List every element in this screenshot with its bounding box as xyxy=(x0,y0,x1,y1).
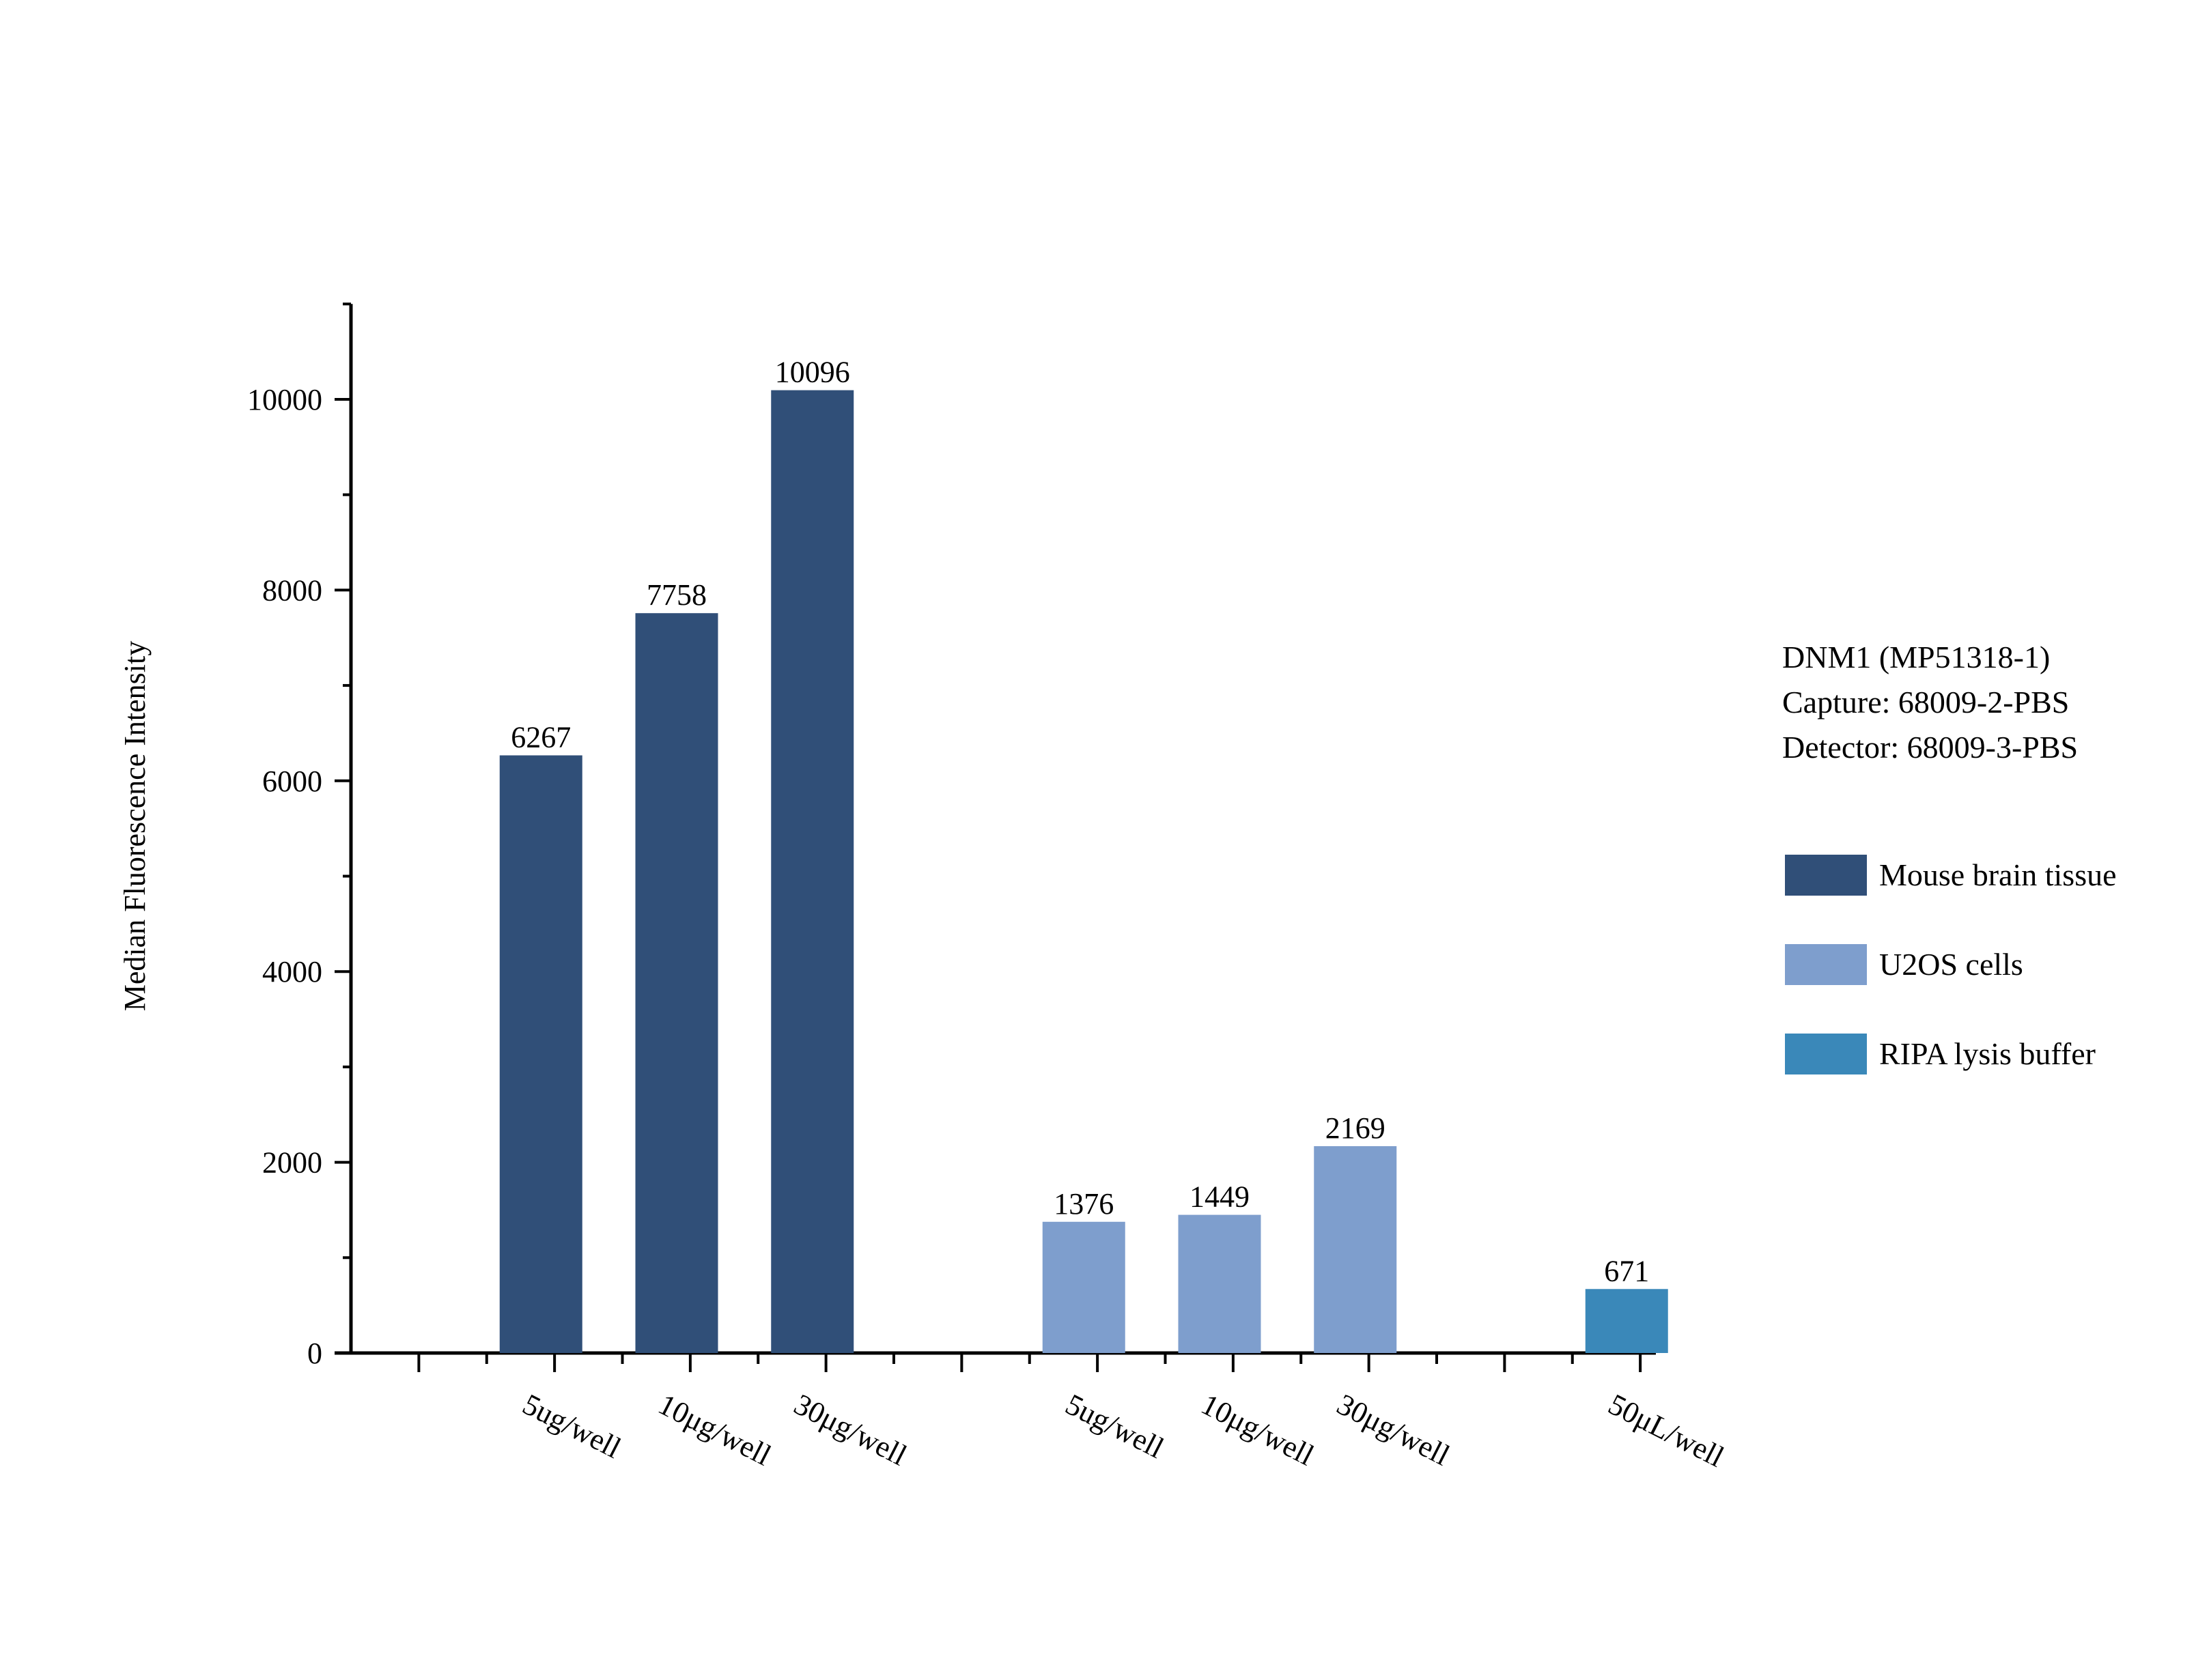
legend-swatch xyxy=(1785,855,1867,896)
y-tick-label: 0 xyxy=(307,1337,322,1370)
x-tick-label: 5ug/well xyxy=(518,1387,626,1465)
x-tick-label: 50μL/well xyxy=(1603,1387,1730,1473)
data-label: 1376 xyxy=(1054,1187,1114,1221)
chart-info: DNM1 (MP51318-1) Capture: 68009-2-PBS Dete… xyxy=(1782,640,2078,765)
bar xyxy=(1585,1289,1668,1353)
data-label: 2169 xyxy=(1325,1111,1385,1145)
y-tick-label: 8000 xyxy=(262,573,322,607)
y-tick-label: 4000 xyxy=(262,955,322,988)
x-tick-label: 10μg/well xyxy=(653,1387,776,1472)
y-tick-label: 6000 xyxy=(262,765,322,798)
data-label: 7758 xyxy=(647,578,707,612)
legend-label: U2OS cells xyxy=(1879,947,2023,982)
data-label: 671 xyxy=(1604,1254,1649,1287)
info-line: Capture: 68009-2-PBS xyxy=(1782,685,2069,720)
y-tick-label: 10000 xyxy=(247,383,322,416)
data-label: 6267 xyxy=(511,721,571,754)
x-tick-label: 10μg/well xyxy=(1196,1387,1319,1472)
legend-label: RIPA lysis buffer xyxy=(1879,1036,2096,1071)
x-tick-label: 5ug/well xyxy=(1060,1387,1169,1465)
bar xyxy=(1178,1214,1261,1353)
x-tick-label: 30μg/well xyxy=(789,1387,912,1472)
legend: Mouse brain tissue U2OS cells RIPA lysis b… xyxy=(1785,855,2117,1074)
axes: 0 2000 4000 6000 8000 10000 xyxy=(247,302,1656,1372)
legend-label: Mouse brain tissue xyxy=(1879,857,2117,892)
x-tick-label: 30μg/well xyxy=(1332,1387,1454,1472)
y-axis-label: Median Fluorescence Intensity xyxy=(118,641,152,1012)
legend-swatch xyxy=(1785,1034,1867,1074)
legend-swatch xyxy=(1785,944,1867,985)
bar xyxy=(771,390,854,1353)
x-tick-labels: 5ug/well 10μg/well 30μg/well 5ug/well 10μg/w… xyxy=(518,1387,1730,1473)
bar xyxy=(1042,1221,1125,1353)
bars xyxy=(499,390,1668,1353)
bar xyxy=(1314,1145,1397,1353)
bar xyxy=(635,613,718,1353)
data-labels: 6267 7758 10096 1376 1449 2169 671 xyxy=(511,356,1649,1288)
data-label: 10096 xyxy=(775,356,850,389)
info-line: Detector: 68009-3-PBS xyxy=(1782,730,2078,765)
info-line: DNM1 (MP51318-1) xyxy=(1782,640,2050,674)
y-tick-label: 2000 xyxy=(262,1146,322,1180)
bar xyxy=(499,755,582,1353)
data-label: 1449 xyxy=(1190,1180,1250,1214)
